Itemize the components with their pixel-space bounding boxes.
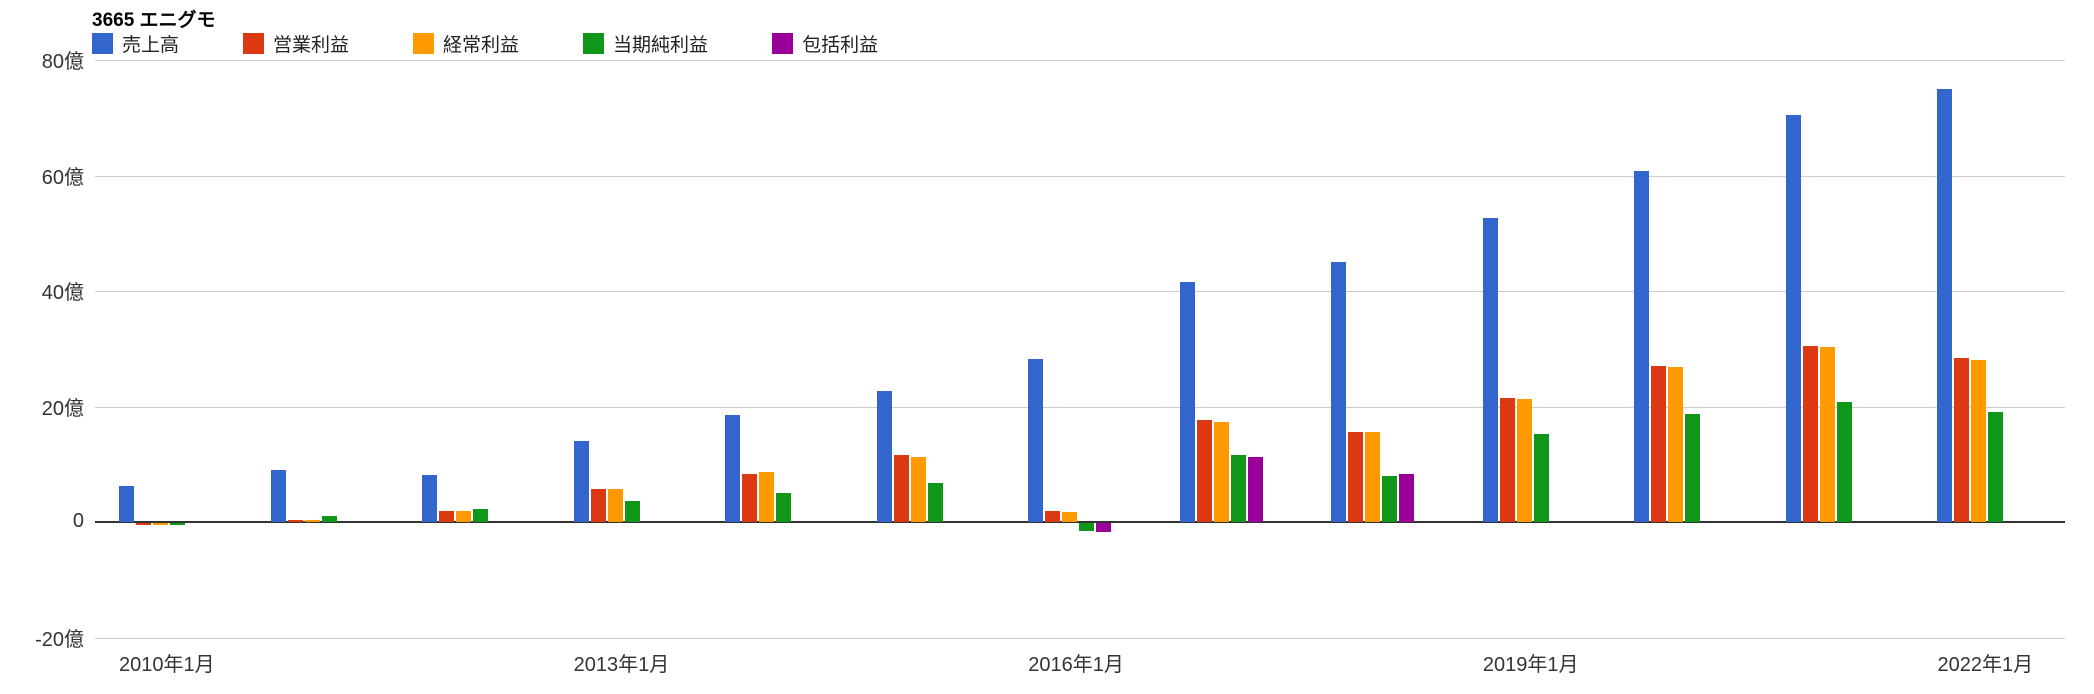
legend-label: 経常利益 xyxy=(443,35,520,56)
bar-operating-profit[interactable] xyxy=(136,523,151,525)
bar-operating-profit[interactable] xyxy=(287,519,303,522)
y-axis-label: 60億 xyxy=(41,166,84,189)
gridline xyxy=(95,60,2065,61)
bar-ordinary-profit[interactable] xyxy=(607,488,623,522)
bar-comprehensive-income[interactable] xyxy=(1247,456,1263,522)
y-axis-label: -20億 xyxy=(35,628,84,651)
legend-label: 売上高 xyxy=(122,35,180,56)
bar-net-income[interactable] xyxy=(1533,433,1549,522)
bar-ordinary-profit[interactable] xyxy=(1971,360,1987,522)
bar-net-income[interactable] xyxy=(473,508,489,522)
bar-sales[interactable] xyxy=(573,440,589,522)
operating-profit-swatch-icon xyxy=(243,33,265,54)
bar-net-income[interactable] xyxy=(1836,401,1852,522)
bar-ordinary-profit[interactable] xyxy=(1062,511,1078,522)
gridline xyxy=(95,637,2065,639)
zero-axis-line xyxy=(95,521,2065,523)
bar-ordinary-profit[interactable] xyxy=(910,456,926,522)
gridline xyxy=(95,175,2065,177)
bar-operating-profit[interactable] xyxy=(1045,511,1061,522)
x-axis-label: 2016年1月 xyxy=(1028,654,1124,676)
x-axis-label: 2013年1月 xyxy=(573,654,670,676)
bar-net-income[interactable] xyxy=(1988,412,2004,522)
bar-operating-profit[interactable] xyxy=(1802,345,1818,522)
legend-item-operating-profit[interactable]: 営業利益 xyxy=(243,30,349,57)
x-axis-label: 2019年1月 xyxy=(1482,654,1579,676)
bar-ordinary-profit[interactable] xyxy=(1365,432,1381,522)
legend-label: 営業利益 xyxy=(273,35,350,56)
bar-comprehensive-income[interactable] xyxy=(1399,474,1415,522)
bar-operating-profit[interactable] xyxy=(1954,357,1970,522)
bar-operating-profit[interactable] xyxy=(1651,366,1667,522)
bar-ordinary-profit[interactable] xyxy=(1516,398,1532,522)
bar-sales[interactable] xyxy=(1179,281,1195,522)
legend-label: 当期純利益 xyxy=(613,35,709,56)
y-axis-label: 0 xyxy=(72,510,84,533)
bar-net-income[interactable] xyxy=(1382,476,1398,522)
bar-sales[interactable] xyxy=(1331,261,1347,522)
sales-swatch-icon xyxy=(92,33,113,54)
y-axis-label: 80億 xyxy=(41,50,84,73)
bar-operating-profit[interactable] xyxy=(893,455,909,522)
bar-ordinary-profit[interactable] xyxy=(1213,422,1229,522)
x-axis-label: 2022年1月 xyxy=(1937,654,2034,676)
bar-ordinary-profit[interactable] xyxy=(304,520,320,522)
chart-title: 3665 エニグモ xyxy=(92,10,216,31)
bar-net-income[interactable] xyxy=(1230,455,1246,522)
x-axis-label: 2010年1月 xyxy=(119,654,215,676)
bar-operating-profit[interactable] xyxy=(439,511,455,522)
bar-net-income[interactable] xyxy=(1079,523,1095,531)
legend-item-sales[interactable]: 売上高 xyxy=(92,30,179,57)
bar-operating-profit[interactable] xyxy=(1499,397,1515,522)
bar-ordinary-profit[interactable] xyxy=(456,511,472,522)
bar-comprehensive-income[interactable] xyxy=(1096,523,1112,532)
bar-operating-profit[interactable] xyxy=(1196,420,1212,522)
bar-net-income[interactable] xyxy=(1685,414,1701,522)
legend-label: 包括利益 xyxy=(802,35,879,56)
bar-sales[interactable] xyxy=(422,475,438,522)
bar-net-income[interactable] xyxy=(776,492,792,522)
bar-operating-profit[interactable] xyxy=(590,488,606,522)
bar-net-income[interactable] xyxy=(170,523,185,526)
bar-sales[interactable] xyxy=(1785,114,1801,522)
bar-sales[interactable] xyxy=(725,415,741,522)
net-income-swatch-icon xyxy=(583,33,605,54)
bar-ordinary-profit[interactable] xyxy=(759,472,775,522)
bar-sales[interactable] xyxy=(270,470,286,522)
comprehensive-income-swatch-icon xyxy=(772,33,794,54)
bar-sales[interactable] xyxy=(876,390,892,522)
bar-sales[interactable] xyxy=(119,485,134,522)
bar-ordinary-profit[interactable] xyxy=(1668,367,1684,522)
y-axis-label: 20億 xyxy=(41,397,84,420)
gridline xyxy=(95,406,2065,408)
bar-net-income[interactable] xyxy=(321,515,337,522)
gridline xyxy=(95,291,2065,292)
ordinary-profit-swatch-icon xyxy=(413,33,435,54)
bar-net-income[interactable] xyxy=(624,500,640,522)
legend-item-net-income[interactable]: 当期純利益 xyxy=(583,30,708,57)
bar-sales[interactable] xyxy=(1028,359,1044,522)
legend-item-comprehensive-income[interactable]: 包括利益 xyxy=(772,30,878,57)
bar-ordinary-profit[interactable] xyxy=(153,523,168,526)
y-axis-label: 40億 xyxy=(41,281,84,304)
bar-operating-profit[interactable] xyxy=(1348,432,1364,522)
bar-sales[interactable] xyxy=(1937,89,1953,522)
legend: 売上高 営業利益 経常利益 当期純利益 包括利益 xyxy=(92,30,878,57)
bar-sales[interactable] xyxy=(1482,217,1498,522)
bar-operating-profit[interactable] xyxy=(742,474,758,522)
bar-net-income[interactable] xyxy=(927,483,943,522)
legend-item-ordinary-profit[interactable]: 経常利益 xyxy=(413,30,519,57)
bar-sales[interactable] xyxy=(1634,170,1650,522)
bar-ordinary-profit[interactable] xyxy=(1819,347,1835,522)
